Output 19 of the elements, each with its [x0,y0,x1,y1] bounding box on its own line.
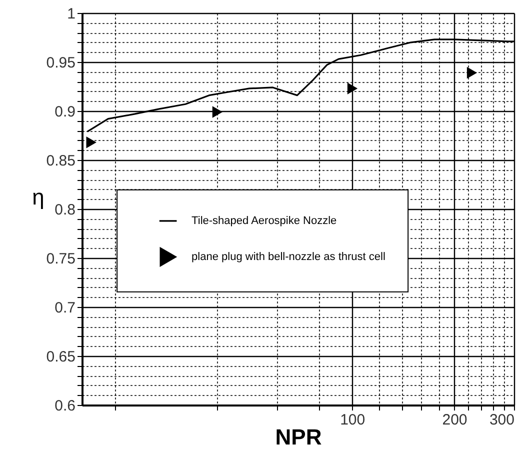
legend-label: plane plug with bell-nozzle as thrust cell [192,250,386,263]
y-tick-label: 0.7 [54,300,76,316]
y-tick-label: 1 [67,6,76,22]
y-tick-label: 0.85 [46,152,76,170]
x-tick-label: 100 [340,412,366,428]
point [86,137,96,148]
point [212,106,222,118]
x-tick-label: 300 [489,412,514,428]
y-tick-label: 0.95 [46,54,76,72]
y-tick-label: 0.65 [46,348,76,366]
x-tick-label: 200 [442,412,468,428]
legend-label: Tile-shaped Aerospike Nozzle [192,214,337,227]
y-tick-label: 0.9 [54,104,76,120]
y-tick-label: 0.6 [54,398,76,414]
y-tick-label: 0.8 [54,202,76,218]
x-axis-title: NPR [275,424,322,449]
y-axis-title: η [32,184,44,210]
y-tick-label: 0.75 [46,250,76,268]
point [466,68,476,78]
